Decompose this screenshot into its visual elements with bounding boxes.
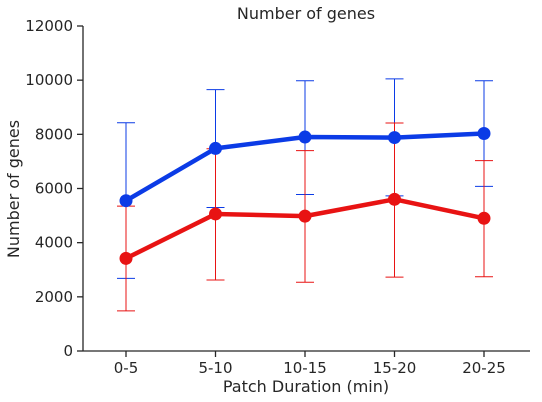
error-bars [117,78,493,312]
data-point [298,130,312,144]
data-point [298,209,312,223]
x-axis-label: Patch Duration (min) [223,377,389,396]
y-tick-label: 8000 [35,125,73,143]
x-tick-label: 5-10 [198,359,232,377]
data-point [209,207,222,221]
data-point [119,251,133,265]
x-tick-label: 20-25 [462,359,506,377]
y-axis-label: Number of genes [4,120,23,258]
x-tick-label: 10-15 [283,359,327,377]
x-tick-label: 15-20 [373,359,417,377]
data-point [119,194,133,208]
x-tick-label: 0-5 [114,359,139,377]
y-tick-label: 4000 [35,234,73,252]
chart-title: Number of genes [237,4,375,23]
y-tick-label: 0 [63,342,73,360]
data-point [388,192,401,206]
data-points [119,127,491,265]
data-point [477,127,491,141]
y-tick-label: 10000 [25,71,73,89]
axes: 0 2000 4000 6000 8000 10000 12000 0-5 5-10 10-15 1… [25,17,530,377]
y-tick-label: 12000 [25,17,73,35]
data-point [477,211,491,225]
y-tick-label: 2000 [35,288,73,306]
data-point [209,141,222,155]
y-tick-label: 6000 [35,180,73,198]
data-point [388,131,401,145]
